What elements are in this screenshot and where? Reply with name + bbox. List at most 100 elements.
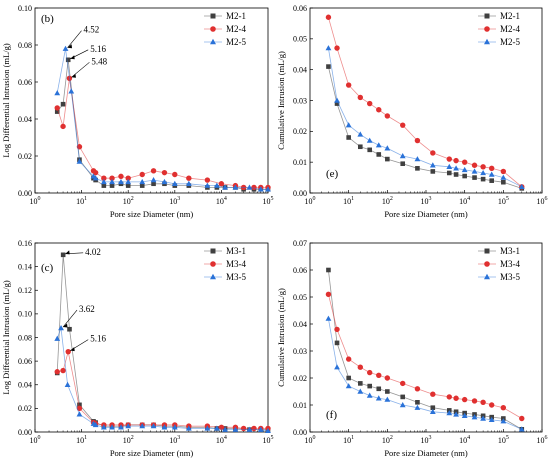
data-point xyxy=(518,426,525,432)
panel-b: 100 101 102 103 104 105 0.00 0.02 0.04 0.06 0.08 0.… xyxy=(1,4,274,219)
data-point xyxy=(92,175,99,181)
data-point xyxy=(334,101,340,106)
x-tick-label: 102 xyxy=(382,435,393,445)
legend-marker xyxy=(484,273,490,280)
y-tick-label: 0.06 xyxy=(293,266,307,275)
legend-marker xyxy=(210,248,216,254)
data-point xyxy=(446,170,452,176)
data-point xyxy=(415,166,420,171)
plot-frame xyxy=(309,7,543,194)
y-tick-label: 0.02 xyxy=(18,404,32,413)
y-tick-label: 0.04 xyxy=(18,381,32,390)
y-axis-label: Cumulative Intrusion (mL/g) xyxy=(276,288,286,387)
data-point xyxy=(265,427,271,434)
data-point xyxy=(358,381,363,386)
y-tick-label: 0.12 xyxy=(18,286,32,295)
series-line-M3-5 xyxy=(328,318,522,430)
x-axis-label: Pore size Diameter (nm) xyxy=(110,209,193,219)
data-point xyxy=(453,165,459,171)
data-point xyxy=(65,348,71,355)
panel-c: 100 101 102 103 104 105 0.00 0.02 0.04 0.06 0.08 0.… xyxy=(1,239,274,458)
x-tick-label: 100 xyxy=(30,435,41,445)
x-tick-label: 101 xyxy=(76,196,87,206)
legend-label: M3-4 xyxy=(500,259,520,269)
data-point xyxy=(461,159,468,165)
data-point xyxy=(139,171,145,178)
x-tick-label: 105 xyxy=(498,196,509,206)
data-point xyxy=(240,425,247,432)
panel-e: 100 101 102 103 104 105 106 0.00 0.01 0.02 0.03 0.0… xyxy=(276,4,548,219)
data-point xyxy=(204,177,211,183)
data-point xyxy=(185,425,192,431)
x-tick-label: 101 xyxy=(343,435,354,445)
y-tick-label: 0.10 xyxy=(18,4,32,13)
y-tick-label: 0.02 xyxy=(293,374,307,383)
x-tick-label: 106 xyxy=(537,435,548,445)
data-point xyxy=(246,426,253,432)
data-point xyxy=(518,183,525,190)
data-point xyxy=(100,424,107,430)
data-point xyxy=(446,163,453,169)
y-tick-label: 0.03 xyxy=(293,96,307,105)
y-tick-label: 0.04 xyxy=(293,320,307,329)
annotation-arrowhead xyxy=(70,347,75,352)
data-point xyxy=(376,152,382,157)
data-point xyxy=(471,414,478,420)
data-point xyxy=(334,97,340,103)
data-point xyxy=(367,369,373,376)
x-tick-label: 104 xyxy=(459,196,470,206)
x-tick-label: 103 xyxy=(421,435,432,445)
data-point xyxy=(204,182,211,188)
data-point xyxy=(414,156,421,162)
panel-label: (c) xyxy=(41,262,54,274)
data-point xyxy=(171,424,178,430)
data-point xyxy=(366,137,373,143)
x-tick-label: 106 xyxy=(537,196,548,206)
data-point xyxy=(471,398,478,404)
data-point xyxy=(325,14,332,20)
data-point xyxy=(414,404,421,410)
legend-label: M2-4 xyxy=(226,24,246,34)
legend-label: M3-5 xyxy=(226,272,246,282)
x-tick-label: 101 xyxy=(343,196,354,206)
y-tick-label: 0.16 xyxy=(18,239,32,248)
data-point xyxy=(429,408,436,414)
legend-label: M3-5 xyxy=(500,272,520,282)
data-point xyxy=(384,375,391,381)
legend-label: M2-1 xyxy=(226,11,246,21)
annotation-arrowhead xyxy=(63,323,68,328)
data-point xyxy=(150,423,157,429)
data-point xyxy=(345,356,352,362)
annotation-arrowhead xyxy=(70,55,75,60)
series-line-M2-1 xyxy=(56,59,268,190)
y-tick-label: 0.06 xyxy=(18,357,32,366)
data-point xyxy=(54,335,61,341)
annotation-label: 4.02 xyxy=(85,247,101,257)
data-point xyxy=(125,423,132,429)
y-tick-label: 0.04 xyxy=(18,115,32,124)
data-point xyxy=(150,168,157,174)
data-point xyxy=(161,424,168,430)
legend-label: M3-1 xyxy=(500,246,520,256)
annotation-arrowhead xyxy=(71,73,76,78)
data-point xyxy=(118,424,124,430)
data-point xyxy=(257,426,264,432)
data-point xyxy=(76,158,83,164)
data-point xyxy=(430,150,436,156)
y-tick-label: 0.01 xyxy=(293,401,307,410)
data-point xyxy=(471,168,478,174)
legend-marker xyxy=(210,26,216,32)
data-point xyxy=(118,173,124,180)
series-line-M2-4 xyxy=(328,17,523,188)
y-tick-label: 0.00 xyxy=(293,428,307,437)
data-point xyxy=(500,174,507,180)
legend-marker xyxy=(210,38,216,45)
y-tick-label: 0.14 xyxy=(18,262,32,271)
data-point xyxy=(150,177,157,183)
data-point xyxy=(346,375,351,381)
panel-f: 100 101 102 103 104 105 106 0.00 0.01 0.02 0.03 0.0… xyxy=(276,239,548,458)
data-point xyxy=(376,386,382,392)
x-axis-label: Pore size Diameter (nm) xyxy=(110,448,193,458)
legend-marker xyxy=(484,38,490,45)
data-point xyxy=(400,122,406,128)
